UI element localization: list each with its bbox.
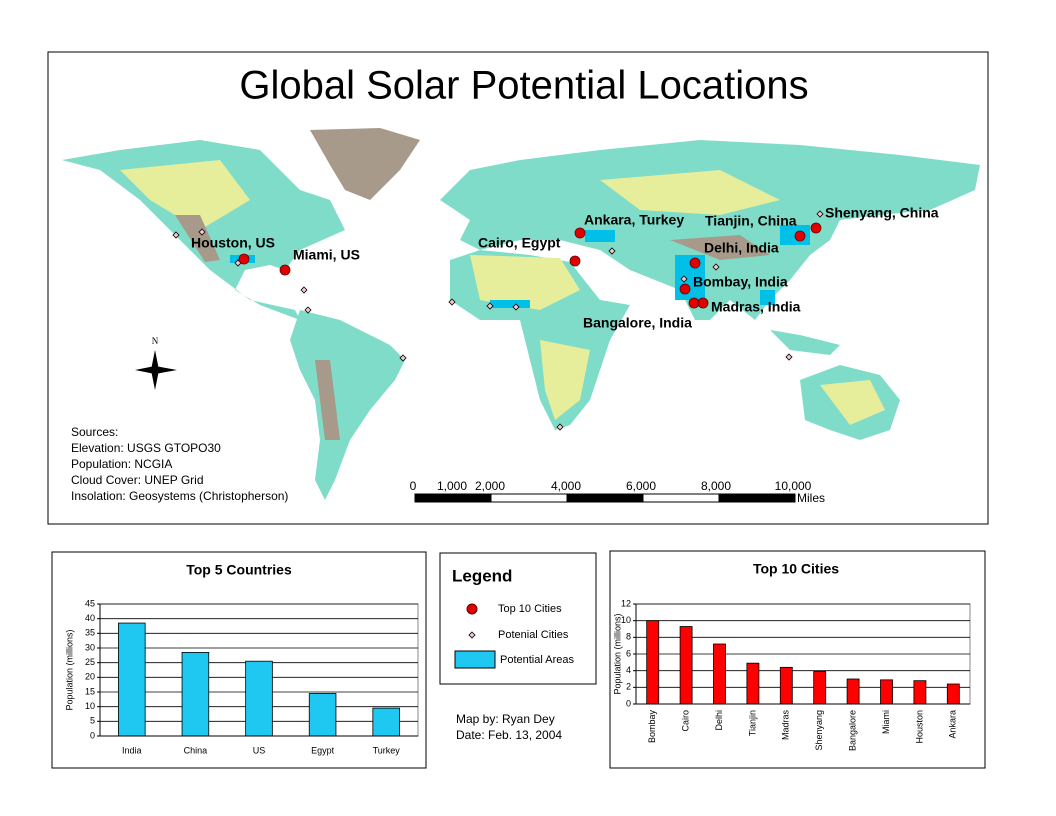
chart-title: Top 5 Countries (186, 562, 292, 578)
map-title: Global Solar Potential Locations (239, 64, 808, 108)
bar (308, 693, 337, 737)
bar (913, 680, 927, 705)
x-tick-label: Madras (781, 710, 791, 741)
y-tick-label: 8 (626, 632, 631, 642)
city-label: Cairo, Egypt (478, 235, 561, 251)
y-tick-label: 6 (626, 648, 631, 658)
legend-swatch (454, 650, 496, 669)
credit: Date: Feb. 13, 2004 (456, 728, 562, 742)
bar (813, 671, 827, 705)
legend-label: Potenial Cities (498, 629, 569, 641)
legend-swatch (468, 631, 476, 639)
x-tick-label: Delhi (714, 710, 724, 731)
x-tick-label: Shenyang (814, 710, 824, 751)
legend-title: Legend (452, 566, 512, 585)
y-tick-label: 10 (621, 615, 631, 625)
y-tick-label: 0 (626, 698, 631, 708)
bar (372, 707, 400, 737)
x-tick-label: China (184, 745, 208, 755)
x-tick-label: Tianjin (747, 710, 757, 736)
bar (880, 679, 893, 705)
north-label: N (152, 336, 159, 346)
y-tick-label: 4 (626, 665, 631, 675)
city-label: Bombay, India (693, 274, 788, 290)
bar (846, 678, 860, 705)
bar (118, 622, 146, 737)
y-tick-label: 30 (85, 642, 95, 652)
source-line: Cloud Cover: UNEP Grid (71, 473, 204, 487)
x-tick-label: Ankara (948, 710, 958, 739)
bar (779, 666, 793, 705)
y-tick-label: 2 (626, 682, 631, 692)
x-tick-label: Houston (914, 710, 924, 744)
chart-title: Top 10 Cities (753, 561, 839, 577)
x-tick-label: India (122, 745, 142, 755)
y-tick-label: 5 (90, 716, 95, 726)
y-axis-label: Population (millions) (612, 613, 622, 694)
city-label: Bangalore, India (583, 315, 692, 331)
credit: Map by: Ryan Dey (456, 712, 555, 726)
source-line: Insolation: Geosystems (Christopherson) (71, 489, 288, 503)
city-label: Tianjin, China (705, 213, 797, 229)
bar (181, 652, 210, 737)
bar (713, 643, 726, 705)
bar (946, 683, 960, 705)
scale-unit: Miles (797, 491, 825, 505)
legend-label: Top 10 Cities (498, 603, 562, 615)
scale-label: 8,000 (701, 479, 731, 493)
x-tick-label: Bangalore (847, 710, 857, 751)
y-tick-label: 40 (85, 613, 95, 623)
potential-cities (172, 210, 824, 431)
source-line: Elevation: USGS GTOPO30 (71, 441, 221, 455)
bar (746, 662, 760, 705)
scale-label: 0 (410, 479, 417, 493)
top-cities (238, 222, 822, 309)
legend-label: Potential Areas (500, 654, 574, 666)
scale-bar (414, 493, 796, 503)
city-label: Miami, US (293, 247, 360, 263)
y-axis-label: Population (millions) (64, 629, 74, 710)
scale-label: 6,000 (626, 479, 656, 493)
mountains (175, 128, 770, 440)
y-tick-label: 0 (90, 730, 95, 740)
x-tick-label: Egypt (311, 745, 335, 755)
x-tick-label: US (253, 745, 266, 755)
compass: N (135, 336, 177, 390)
legend-swatch (466, 603, 478, 615)
dry-land (120, 160, 885, 425)
y-tick-label: 45 (85, 598, 95, 608)
source-line: Sources: (71, 425, 118, 439)
scale-label: 2,000 (475, 479, 505, 493)
bar (245, 660, 273, 737)
y-tick-label: 12 (621, 598, 631, 608)
city-label: Madras, India (711, 299, 801, 315)
city-label: Shenyang, China (825, 205, 939, 221)
bar (679, 626, 693, 705)
bar (646, 620, 660, 705)
scale-label: 10,000 (775, 479, 812, 493)
source-line: Population: NCGIA (71, 457, 172, 471)
city-label: Ankara, Turkey (584, 212, 684, 228)
x-tick-label: Miami (881, 710, 891, 734)
x-tick-label: Turkey (373, 745, 401, 755)
y-tick-label: 15 (85, 686, 95, 696)
y-tick-label: 35 (85, 628, 95, 638)
scale-label: 4,000 (551, 479, 581, 493)
x-tick-label: Bombay (647, 710, 657, 744)
city-label: Delhi, India (704, 240, 779, 256)
y-tick-label: 20 (85, 672, 95, 682)
scale-label: 1,000 (437, 479, 467, 493)
y-tick-label: 25 (85, 657, 95, 667)
x-tick-label: Cairo (680, 710, 690, 732)
y-tick-label: 10 (85, 701, 95, 711)
city-label: Houston, US (191, 235, 275, 251)
